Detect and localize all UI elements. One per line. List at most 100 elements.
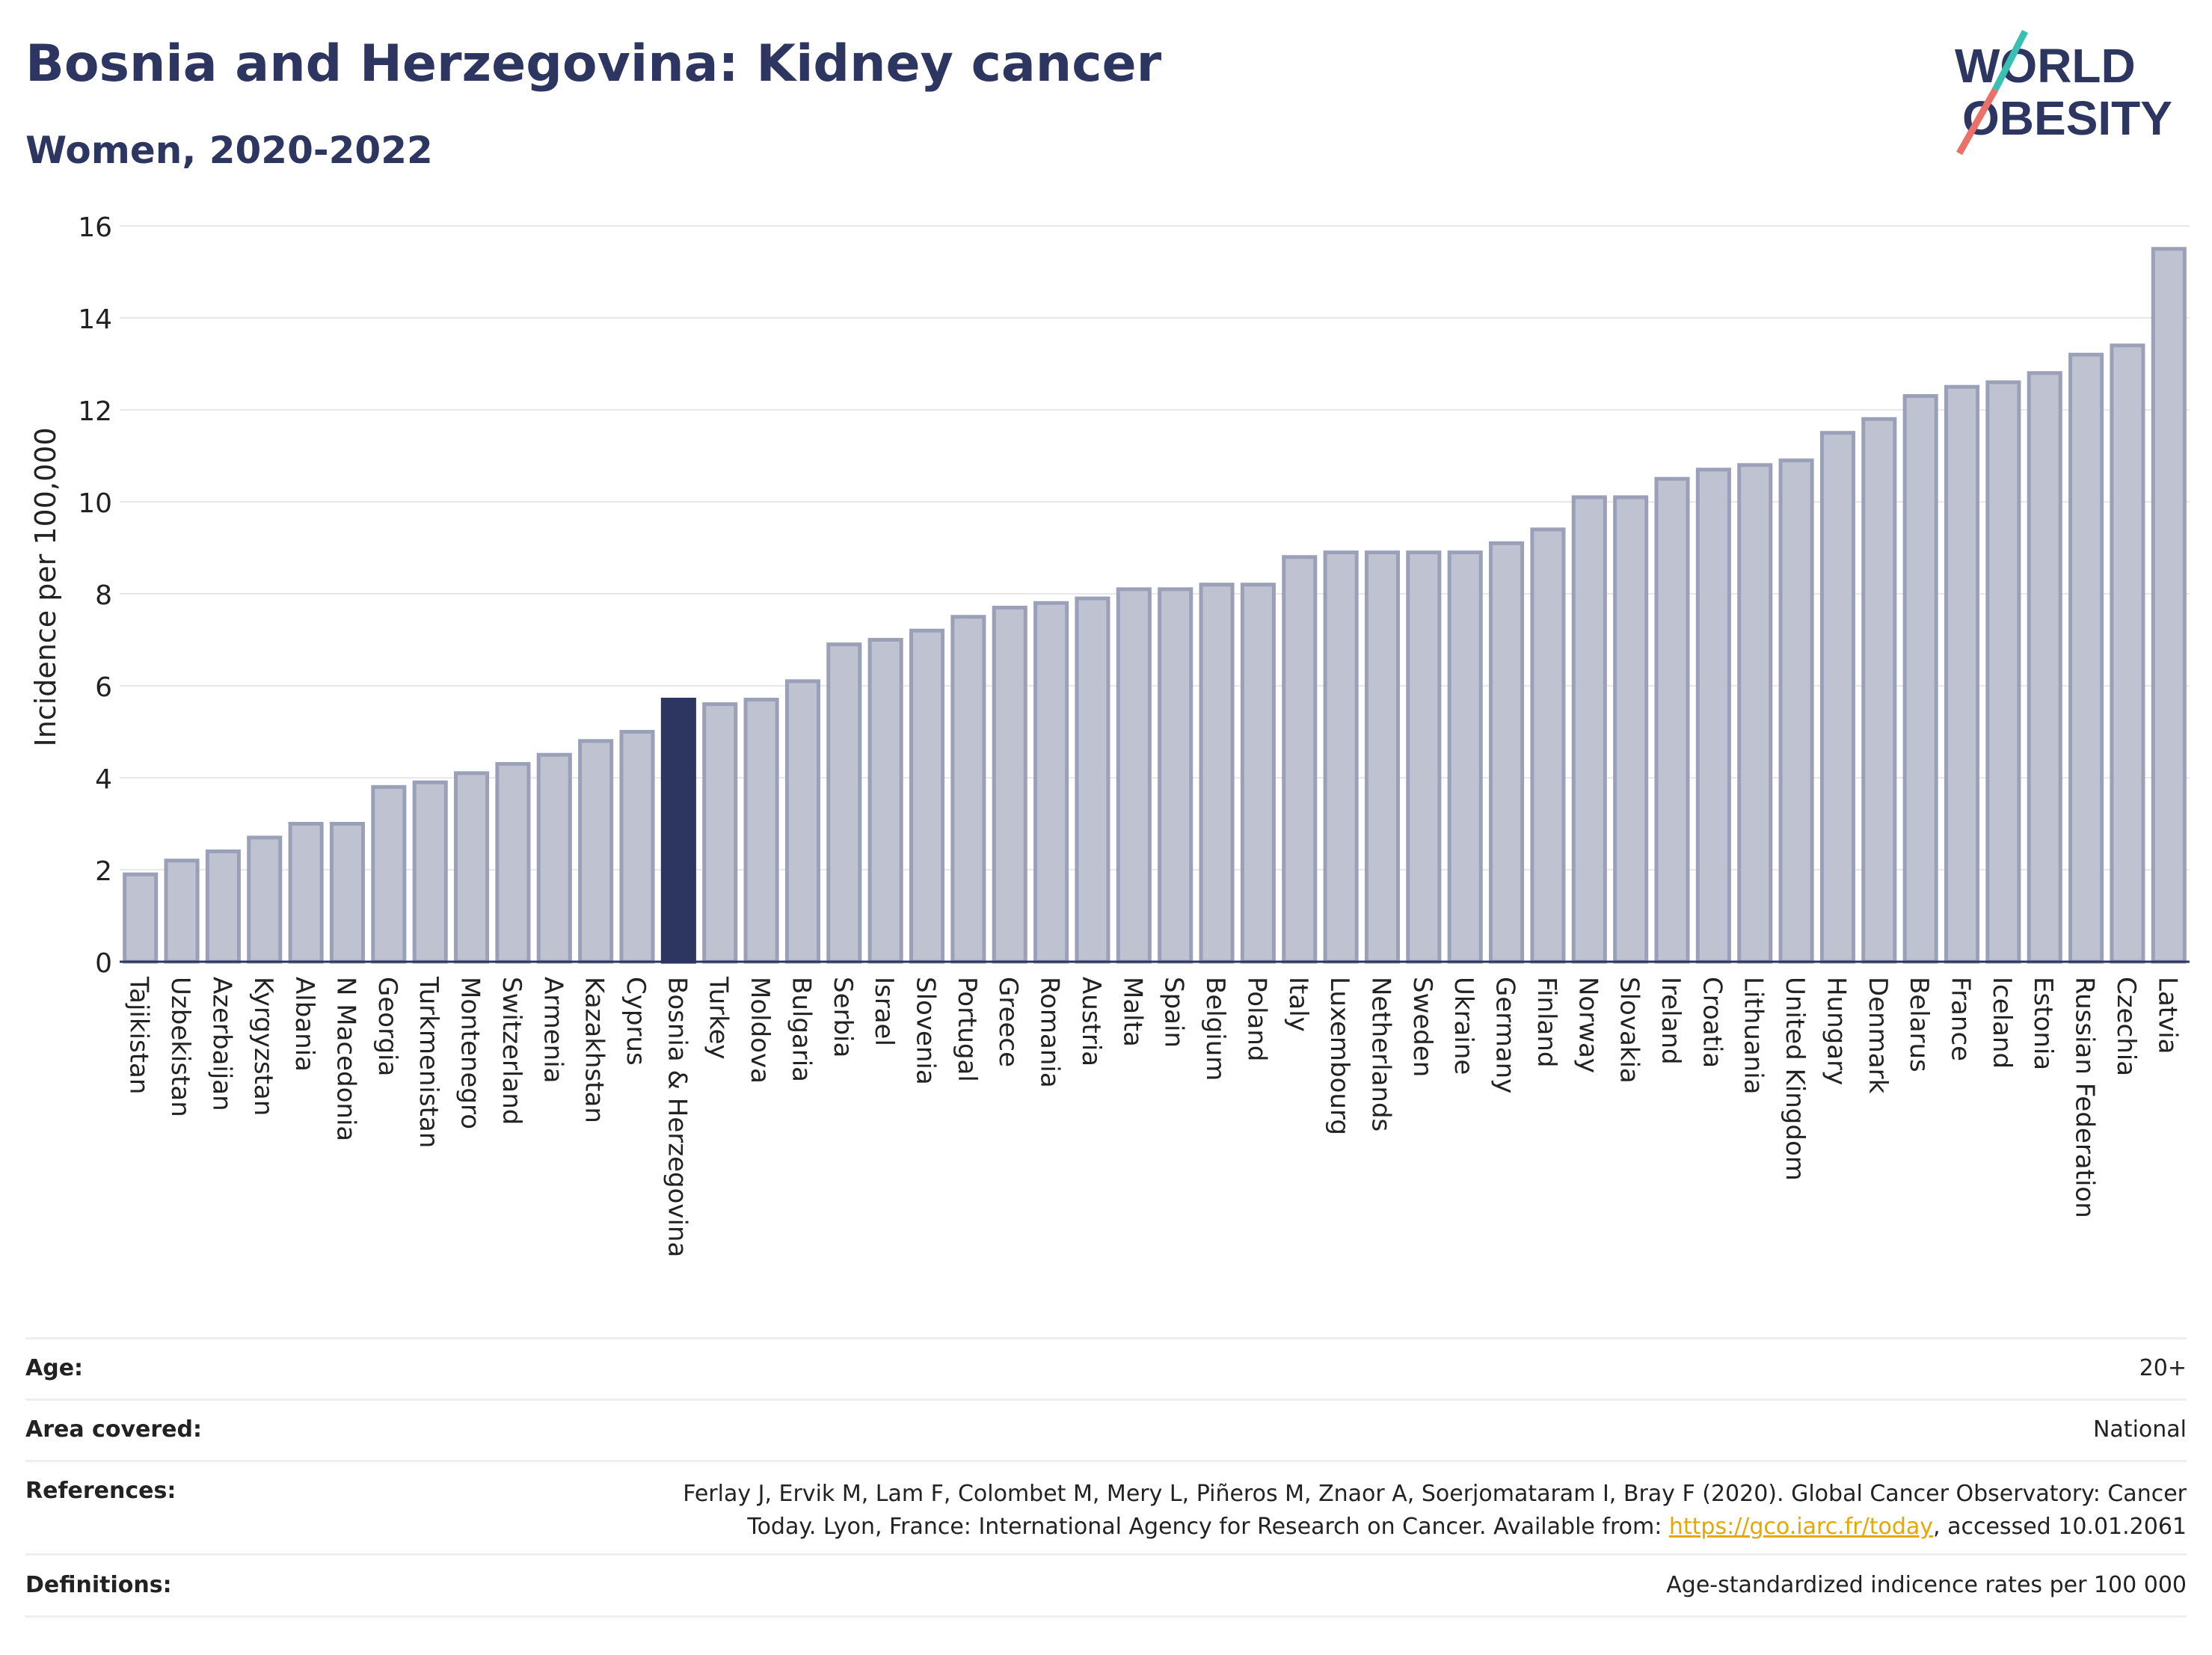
y-tick-label: 8 xyxy=(95,580,112,611)
x-tick-label: Croatia xyxy=(1697,977,1727,1068)
x-tick-label: Georgia xyxy=(372,977,402,1076)
bar-poland xyxy=(1240,583,1276,964)
y-tick-label: 6 xyxy=(95,672,112,703)
bar-malta xyxy=(1116,587,1152,964)
divider xyxy=(25,1460,2187,1462)
reference-line-1: Ferlay J, Ervik M, Lam F, Colombet M, Me… xyxy=(683,1481,2187,1507)
x-tick-label: Belarus xyxy=(1904,977,1934,1072)
y-tick-label: 14 xyxy=(78,304,112,335)
x-tick-label: Norway xyxy=(1573,977,1603,1073)
meta-row-definitions: Definitions: Age-standardized indicence … xyxy=(25,1572,2187,1598)
x-tick-label: Denmark xyxy=(1863,977,1893,1094)
x-tick-label: Armenia xyxy=(538,977,568,1084)
x-tick-label: Switzerland xyxy=(497,977,526,1125)
x-tick-label: Sweden xyxy=(1407,977,1437,1077)
x-tick-label: Hungary xyxy=(1821,977,1851,1085)
x-tick-label: Kazakhstan xyxy=(580,977,609,1123)
meta-age-value: 20+ xyxy=(2139,1355,2187,1381)
x-tick-label: Malta xyxy=(1117,977,1147,1047)
x-tick-label: Kyrgyzstan xyxy=(248,977,278,1116)
metadata-table: Age: 20+ Area covered: National Referenc… xyxy=(25,1331,2187,1630)
bar-armenia xyxy=(536,752,572,964)
bar-iceland xyxy=(1985,380,2021,964)
x-tick-label: Ireland xyxy=(1656,977,1686,1065)
world-obesity-logo: WORLD OBESITY xyxy=(1955,30,2172,156)
meta-area-value: National xyxy=(2092,1416,2187,1443)
x-tick-label: Germany xyxy=(1490,977,1520,1093)
bar-belarus xyxy=(1902,394,1938,964)
reference-text: Today. Lyon, France: International Agenc… xyxy=(747,1514,1669,1540)
bar-denmark xyxy=(1861,417,1897,964)
x-tick-label: Slovenia xyxy=(911,977,941,1085)
divider xyxy=(25,1398,2187,1401)
reference-line-2: Today. Lyon, France: International Agenc… xyxy=(683,1511,2187,1544)
x-tick-label: Bosnia & Herzegovina xyxy=(662,977,692,1257)
bar-ukraine xyxy=(1447,550,1483,964)
x-tick-label: Israel xyxy=(869,977,899,1046)
bar-georgia xyxy=(371,784,407,964)
bar-latvia xyxy=(2151,247,2187,964)
x-tick-label: Turkey xyxy=(704,976,734,1060)
x-tick-label: France xyxy=(1946,977,1976,1061)
meta-definitions-label: Definitions: xyxy=(25,1572,172,1598)
y-axis-label: Incidence per 100,000 xyxy=(29,427,62,746)
bar-albania xyxy=(288,822,324,964)
bar-hungary xyxy=(1819,431,1855,964)
x-tick-label: Luxembourg xyxy=(1324,977,1354,1135)
bar-cyprus xyxy=(619,730,655,964)
x-tick-label: Finland xyxy=(1531,977,1561,1068)
bar-turkmenistan xyxy=(412,780,448,964)
x-tick-label: Estonia xyxy=(2028,977,2058,1070)
bar-belgium xyxy=(1199,583,1235,964)
bar-turkey xyxy=(702,702,738,964)
bar-norway xyxy=(1571,495,1607,964)
bar-ireland xyxy=(1654,476,1690,964)
bar-slovenia xyxy=(909,628,945,964)
bar-czechia xyxy=(2110,343,2145,964)
x-tick-label: Greece xyxy=(993,977,1023,1067)
x-tick-label: Serbia xyxy=(828,977,858,1057)
reference-link[interactable]: https://gco.iarc.fr/today xyxy=(1668,1514,1934,1540)
x-tick-label: Portugal xyxy=(952,977,982,1082)
y-tick-label: 0 xyxy=(95,948,112,979)
bar-tajikistan xyxy=(123,872,159,964)
y-tick-label: 16 xyxy=(78,212,112,243)
x-tick-label: Lithuania xyxy=(1739,977,1769,1094)
axes: 0 2 4 6 8 10 12 14 16 Tajikistan Uzbekistan Azerbai… xyxy=(78,212,2190,1257)
meta-age-label: Age: xyxy=(25,1355,84,1381)
bar-austria xyxy=(1075,596,1110,964)
logo-slash-teal xyxy=(1991,30,2029,92)
bar-portugal xyxy=(950,615,986,964)
x-tick-label: Spain xyxy=(1159,977,1189,1048)
logo-text-world: WORLD xyxy=(1955,39,2136,93)
x-tick-label: Austria xyxy=(1076,977,1106,1066)
bar-estonia xyxy=(2027,371,2062,964)
y-tick-label: 10 xyxy=(78,488,112,519)
bar-italy xyxy=(1282,555,1318,964)
bar-kazakhstan xyxy=(578,739,614,964)
bar-moldova xyxy=(743,697,779,964)
x-tick-label: United Kingdom xyxy=(1780,977,1810,1181)
bar-montenegro xyxy=(454,771,490,964)
bar-sweden xyxy=(1406,550,1442,964)
bar-n-macedonia xyxy=(329,822,366,964)
x-tick-label: Iceland xyxy=(1987,977,2017,1069)
x-tick-label: Netherlands xyxy=(1365,977,1395,1132)
meta-area-label: Area covered: xyxy=(25,1416,202,1443)
x-tick-label: Russian Federation xyxy=(2070,977,2100,1218)
x-tick-label: Bulgaria xyxy=(786,977,816,1082)
x-tick-label: Montenegro xyxy=(455,977,485,1129)
x-tick-label: Ukraine xyxy=(1448,977,1478,1075)
x-tick-label: Uzbekistan xyxy=(165,977,195,1117)
y-tick-label: 4 xyxy=(95,764,112,795)
bar-bosnia-herzegovina xyxy=(660,697,696,964)
bar-greece xyxy=(992,605,1027,964)
bar-united-kingdom xyxy=(1778,458,1814,964)
meta-definitions-value: Age-standardized indicence rates per 100… xyxy=(1666,1572,2187,1598)
bar-bulgaria xyxy=(784,679,820,964)
meta-row-references: References: Ferlay J, Ervik M, Lam F, Co… xyxy=(25,1478,2187,1544)
divider xyxy=(25,1615,2187,1618)
logo-slash-coral xyxy=(1956,87,1998,156)
meta-references-value: Ferlay J, Ervik M, Lam F, Colombet M, Me… xyxy=(683,1478,2187,1544)
chart-subtitle: Women, 2020-2022 xyxy=(25,129,433,172)
